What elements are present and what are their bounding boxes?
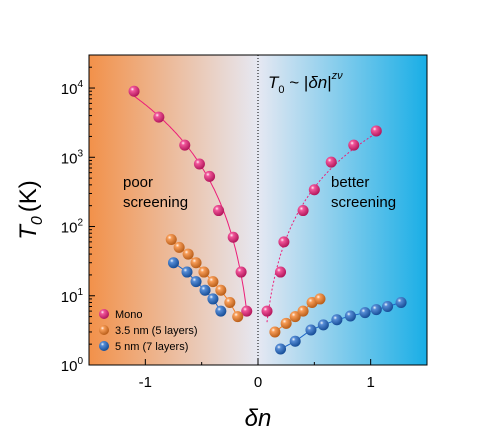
- series-1-point: [227, 231, 239, 243]
- x-tick-label: -1: [139, 374, 152, 391]
- series-2-point: [232, 311, 244, 323]
- series-1-point: [308, 184, 320, 196]
- legend-item: 5 nm (7 layers): [99, 341, 188, 353]
- axis-ticks: -1 0 1 100 101 102 103 104: [61, 66, 428, 391]
- plot-frame: [88, 54, 428, 366]
- legend-item: Mono: [99, 309, 143, 321]
- series-2-point: [215, 284, 227, 296]
- series-3-point: [370, 304, 382, 316]
- series-3-point: [215, 305, 227, 317]
- series-1-point: [193, 158, 205, 170]
- series-3-fit-right: [280, 302, 402, 350]
- series-1-point: [241, 305, 253, 317]
- series-2-point: [165, 233, 177, 245]
- series-3-point: [395, 296, 407, 308]
- series-1-point: [325, 156, 337, 168]
- series-3-point: [207, 293, 219, 305]
- series-1-point: [348, 139, 360, 151]
- series-1-point: [128, 85, 140, 97]
- series-1-point: [179, 139, 191, 151]
- series-3-point: [168, 257, 179, 269]
- annotation-better-screening: better screening: [331, 174, 396, 211]
- series-1-point: [235, 266, 247, 278]
- series-1-point: [275, 266, 287, 278]
- series-1-point: [261, 305, 273, 317]
- series-2-point: [207, 276, 219, 288]
- legend-label: Mono: [115, 309, 143, 321]
- series-2-point: [224, 296, 236, 308]
- mono-fit-left: [131, 94, 248, 312]
- series-3-point: [199, 284, 211, 296]
- series-3-point: [331, 314, 343, 326]
- series-2-point: [314, 293, 326, 305]
- legend-label: 5 nm (7 layers): [115, 341, 188, 353]
- legend-label: 3.5 nm (5 layers): [115, 325, 198, 337]
- x-axis-label: δn: [245, 405, 272, 432]
- series-3-point: [190, 276, 202, 288]
- y-tick-label: 102: [61, 218, 84, 237]
- series-1-point: [213, 205, 225, 217]
- series-3-point: [275, 343, 287, 355]
- series-2-point: [297, 305, 309, 317]
- series-2-point: [289, 311, 301, 323]
- series-2-point: [190, 257, 202, 269]
- y-tick-label: 104: [61, 79, 84, 98]
- x-tick-label: 0: [254, 374, 262, 391]
- series-2-point: [182, 248, 194, 260]
- annotation-poor-screening: poor screening: [123, 174, 188, 211]
- series-3-point: [289, 335, 301, 347]
- legend: Mono 3.5 nm (5 layers) 5 nm (7 layers): [99, 309, 198, 353]
- series-3-point: [359, 307, 371, 319]
- y-axis-label: T0(K): [15, 180, 46, 240]
- y-tick-label: 101: [61, 287, 84, 306]
- scaling-formula: T0 ~ |δn|zν: [268, 70, 343, 96]
- series-2-point: [198, 266, 210, 278]
- y-tick-label: 103: [61, 148, 84, 167]
- data-points: [128, 85, 407, 355]
- series-1-point: [153, 111, 165, 123]
- legend-item: 3.5 nm (5 layers): [99, 325, 198, 337]
- series-1-point: [370, 125, 382, 137]
- x-tick-label: 1: [366, 374, 374, 391]
- series-3-point: [181, 266, 193, 278]
- series-2-point: [269, 326, 281, 338]
- series-1-point: [278, 236, 290, 248]
- y-tick-label: 100: [61, 356, 84, 375]
- series-2-point: [173, 241, 185, 253]
- series-2-point: [280, 317, 292, 329]
- series-3-point: [344, 310, 356, 322]
- series-3-point: [305, 324, 317, 336]
- series-1-point: [204, 170, 216, 182]
- series-1-point: [297, 205, 309, 217]
- series-3-point: [317, 319, 329, 331]
- series-3-point: [382, 300, 394, 312]
